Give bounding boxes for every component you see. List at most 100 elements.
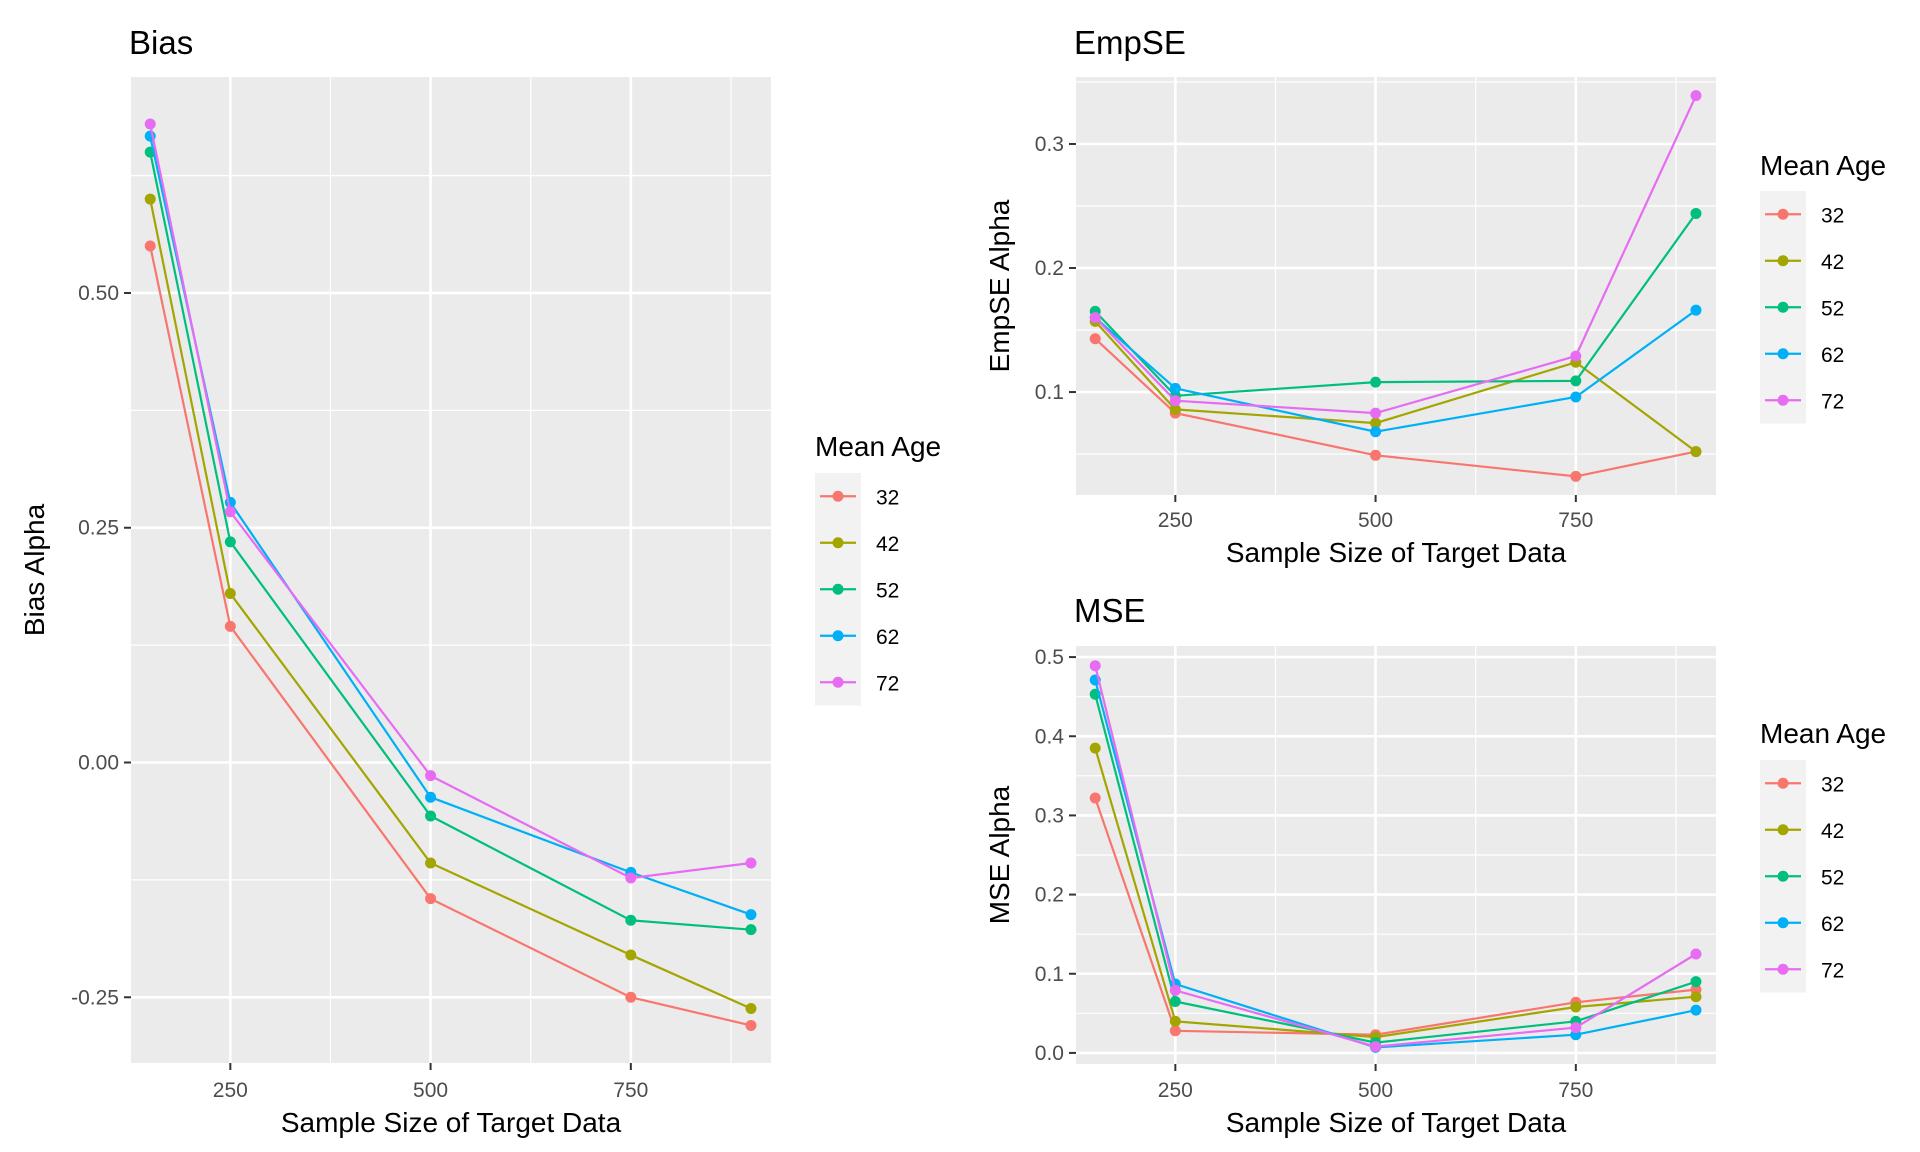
- y-tick-label: 0.3: [1035, 133, 1064, 156]
- legend-key-point: [1777, 348, 1789, 360]
- x-axis-title: Sample Size of Target Data: [1226, 537, 1567, 568]
- x-tick-label: 500: [1358, 509, 1393, 532]
- legend-label: 52: [1821, 297, 1844, 320]
- y-tick-label: 0.25: [78, 517, 119, 540]
- data-point: [1089, 660, 1101, 672]
- data-point: [144, 118, 156, 130]
- panel-title: EmpSE: [1074, 24, 1186, 61]
- x-tick-label: 250: [1158, 1079, 1193, 1102]
- data-point: [1089, 312, 1101, 324]
- series-62: [1089, 304, 1702, 438]
- y-tick-label: 0.1: [1035, 381, 1064, 404]
- legend-key-point: [1777, 301, 1789, 313]
- y-axis-title: MSE Alpha: [984, 785, 1015, 924]
- data-point: [745, 924, 757, 936]
- legend-label: 72: [1821, 959, 1844, 982]
- data-point: [1690, 446, 1702, 458]
- legend-key-point: [832, 537, 844, 549]
- legend-label: 42: [876, 533, 899, 556]
- data-point: [1169, 1015, 1181, 1027]
- data-point: [1370, 417, 1382, 429]
- legend-label: 62: [1821, 913, 1844, 936]
- data-point: [1089, 742, 1101, 754]
- data-point: [1690, 304, 1702, 316]
- data-point: [144, 193, 156, 205]
- data-point: [224, 587, 236, 599]
- x-tick-label: 750: [613, 1079, 648, 1102]
- data-point: [1690, 90, 1702, 102]
- series-42: [144, 193, 757, 1015]
- data-point: [1169, 395, 1181, 407]
- x-tick-label: 750: [1558, 509, 1593, 532]
- data-point: [1089, 333, 1101, 345]
- legend-key-point: [1777, 870, 1789, 882]
- data-point: [224, 506, 236, 518]
- y-tick-label: 0.50: [78, 282, 119, 305]
- data-point: [1570, 375, 1582, 387]
- data-point: [1169, 995, 1181, 1007]
- data-point: [1370, 376, 1382, 388]
- legend-label: 52: [1821, 866, 1844, 889]
- legend: Mean Age 32 42 52 62 72: [1760, 150, 1886, 424]
- x-tick-label: 250: [213, 1079, 248, 1102]
- data-point: [745, 1019, 757, 1031]
- legend-title: Mean Age: [1760, 718, 1886, 749]
- data-point: [1570, 1001, 1582, 1013]
- y-tick-label: 0.5: [1035, 646, 1064, 669]
- y-tick-label: 0.1: [1035, 963, 1064, 986]
- y-tick-label: 0.4: [1035, 725, 1065, 748]
- legend-label: 52: [876, 579, 899, 602]
- data-point: [745, 857, 757, 869]
- data-point: [425, 791, 437, 803]
- series-32: [144, 240, 757, 1031]
- data-point: [625, 872, 637, 884]
- legend-key-point: [832, 583, 844, 595]
- legend-label: 32: [876, 486, 899, 509]
- panel-background: [1076, 77, 1716, 495]
- legend-label: 62: [1821, 344, 1844, 367]
- x-axis-title: Sample Size of Target Data: [1226, 1107, 1567, 1138]
- x-axis-title: Sample Size of Target Data: [281, 1107, 622, 1138]
- x-tick-label: 500: [413, 1079, 448, 1102]
- legend-key-point: [832, 490, 844, 502]
- legend-key-point: [1777, 208, 1789, 220]
- legend-key-point: [832, 676, 844, 688]
- legend-key-point: [832, 630, 844, 642]
- panel-background: [131, 77, 771, 1063]
- panel-empse: EmpSE 250 500 750 0.1 0.2 0.3 Sample Size of Ta…: [984, 24, 1886, 568]
- legend: Mean Age 32 42 52 62 72: [1760, 718, 1886, 993]
- legend-label: 42: [1821, 251, 1844, 274]
- data-point: [625, 991, 637, 1003]
- data-point: [1570, 350, 1582, 362]
- data-point: [625, 914, 637, 926]
- legend-key-point: [1777, 394, 1789, 406]
- panel-mse: MSE 250 500 750 0.0 0.1 0.2 0.3 0.4 0.5 Sample Siz…: [984, 592, 1886, 1138]
- data-point: [1370, 1041, 1382, 1053]
- y-tick-label: 0.2: [1035, 257, 1064, 280]
- legend-label: 32: [1821, 204, 1844, 227]
- data-point: [1169, 403, 1181, 415]
- data-point: [1570, 391, 1582, 403]
- y-tick-label: -0.25: [71, 986, 119, 1009]
- y-tick-label: 0.0: [1035, 1042, 1064, 1065]
- x-tick-label: 500: [1358, 1079, 1393, 1102]
- legend-label: 42: [1821, 820, 1844, 843]
- legend-key-point: [1777, 255, 1789, 267]
- data-point: [1370, 449, 1382, 461]
- data-point: [1169, 1025, 1181, 1037]
- y-tick-label: 0.3: [1035, 804, 1064, 827]
- data-point: [745, 1003, 757, 1015]
- data-point: [1690, 976, 1702, 988]
- data-point: [425, 857, 437, 869]
- x-tick-label: 750: [1558, 1079, 1593, 1102]
- y-tick-label: 0.2: [1035, 884, 1064, 907]
- y-axis-title: EmpSE Alpha: [984, 199, 1015, 372]
- data-point: [625, 949, 637, 961]
- y-axis-title: Bias Alpha: [19, 503, 50, 636]
- data-point: [1169, 984, 1181, 996]
- x-tick-label: 250: [1158, 509, 1193, 532]
- series-72: [1089, 90, 1702, 419]
- data-point: [144, 240, 156, 252]
- data-point: [1169, 382, 1181, 394]
